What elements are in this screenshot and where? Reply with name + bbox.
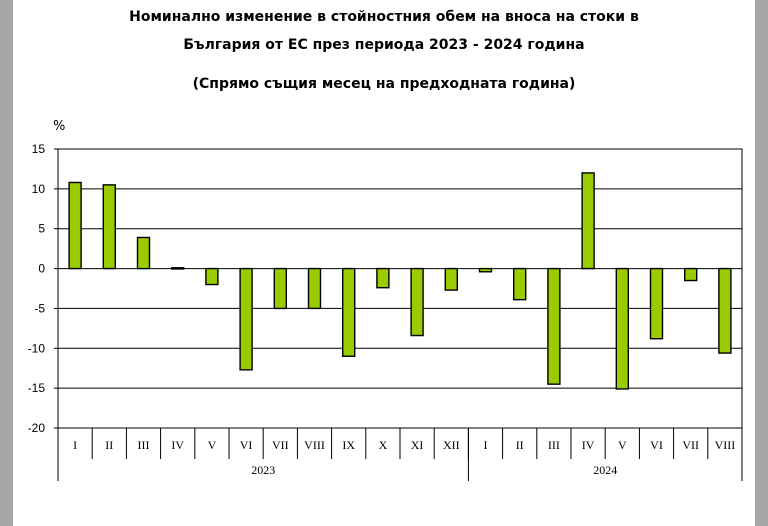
chart-title: Номинално изменение в стойностния обем н… [129, 9, 639, 25]
x-category-label: IV [171, 438, 184, 452]
x-category-label: VI [240, 438, 253, 452]
y-tick-label: -5 [34, 301, 45, 315]
bar [649, 267, 664, 340]
x-category-label: VIII [304, 438, 325, 452]
x-category-label: II [516, 438, 524, 452]
x-category-label: XII [443, 438, 460, 452]
bar [376, 267, 390, 289]
y-tick-label: 5 [38, 222, 45, 236]
bar [718, 267, 732, 354]
y-tick-label: 10 [32, 182, 46, 196]
bar [136, 236, 151, 270]
bar [444, 267, 458, 291]
x-category-label: VIII [715, 438, 736, 452]
bar [102, 184, 117, 270]
x-category-label: II [105, 438, 113, 452]
x-category-label: III [138, 438, 150, 452]
x-category-label: VII [682, 438, 699, 452]
x-category-label: VI [650, 438, 663, 452]
bar [478, 267, 493, 273]
plot-area [58, 149, 742, 428]
y-tick-label: -10 [28, 341, 46, 355]
chart-subtitle: (Спрямо същия месец на предходната годин… [192, 76, 576, 92]
bar [307, 267, 322, 310]
x-category-label: I [484, 438, 488, 452]
bar [239, 267, 253, 371]
bar [205, 267, 219, 286]
x-category-label: XI [411, 438, 424, 452]
x-group-label: 2023 [251, 463, 275, 477]
bar [342, 267, 356, 357]
x-category-label: IV [582, 438, 595, 452]
x-group-label: 2024 [593, 463, 617, 477]
bar [581, 172, 595, 270]
x-category-label: I [73, 438, 77, 452]
bar [273, 267, 287, 310]
x-category-label: X [379, 438, 388, 452]
y-tick-label: -20 [28, 421, 46, 435]
x-category-label: V [208, 438, 217, 452]
y-tick-label: 15 [32, 142, 46, 156]
bar [615, 267, 629, 390]
x-category-label: III [548, 438, 560, 452]
x-category-label: V [618, 438, 627, 452]
y-tick-label: 0 [38, 262, 45, 276]
bar [513, 267, 527, 301]
x-category-label: VII [272, 438, 289, 452]
bar [170, 267, 185, 270]
bar [547, 267, 561, 385]
chart-panel: Номинално изменение в стойностния обем н… [13, 0, 755, 526]
y-tick-label: -15 [28, 381, 46, 395]
x-category-label: IX [342, 438, 355, 452]
y-axis-unit-label: % [53, 119, 65, 134]
bar [410, 267, 424, 337]
chart-title-line2: България от ЕС през периода 2023 - 2024 … [183, 37, 585, 53]
bar [684, 267, 698, 282]
bar [68, 181, 82, 270]
